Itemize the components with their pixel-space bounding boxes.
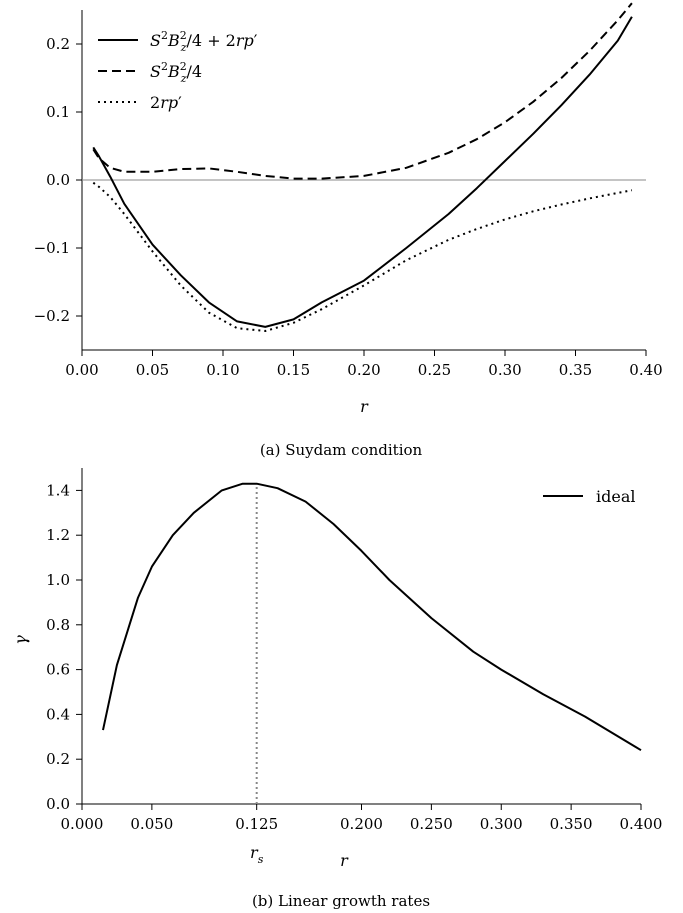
panel-a-y-tick-label: −0.2 — [34, 307, 70, 325]
panel-a-x-tick-label: 0.10 — [206, 361, 239, 379]
panel-b-x-tick-label: 0.400 — [620, 815, 663, 833]
panel-a-series-line-dotted — [92, 181, 633, 332]
panel-a-y-tick-label: −0.1 — [34, 239, 70, 257]
panel-a-y-tick-label: 0.0 — [46, 171, 70, 189]
legend-label-dashed: S2B2 z/4 — [150, 60, 202, 85]
panel-b-y-tick-label: 0.4 — [46, 705, 70, 723]
panel-a-x-tick-label: 0.35 — [559, 361, 592, 379]
panel-a-x-tick-label: 0.20 — [347, 361, 380, 379]
panel-b-y-tick-label: 0.6 — [46, 661, 70, 679]
panel-a-legend: S2B2 z/4 + 2rp′ S2B2 z/4 2rp′ — [98, 29, 258, 112]
panel-b-y-tick-label: 0.2 — [46, 750, 70, 768]
panel-b-rs-label: rs — [250, 843, 264, 866]
panel-a-x-tick-label: 0.00 — [65, 361, 98, 379]
panel-b-caption: (b) Linear growth rates — [252, 892, 430, 910]
panel-a-x-tick-label: 0.30 — [488, 361, 521, 379]
panel-b-y-tick-label: 1.2 — [46, 526, 70, 544]
panel-a-series-line-solid — [92, 16, 633, 328]
panel-a-x-axis-label: r — [360, 397, 369, 416]
panel-b-x-tick-label: 0.000 — [61, 815, 104, 833]
panel-b-y-tick-label: 0.0 — [46, 795, 70, 813]
panel-a-x-tick-label: 0.15 — [277, 361, 310, 379]
legend-label-ideal: ideal — [596, 487, 635, 506]
panel-b-x-tick-label: 0.050 — [130, 815, 173, 833]
panel-a-x-tick-label: 0.25 — [418, 361, 451, 379]
panel-a-x-tick-label: 0.40 — [629, 361, 662, 379]
legend-label-combined: S2B2 z/4 + 2rp′ — [150, 29, 258, 54]
panel-b-x-tick-label: 0.350 — [550, 815, 593, 833]
panel-a-series-line-dashed — [92, 2, 633, 180]
panel-a-suydam-condition: 0.00 0.05 0.10 0.15 0.20 0.25 0.30 0.35 0.40 −0.… — [34, 2, 663, 459]
panel-b-x-axis-label: r — [340, 851, 349, 870]
panel-b-x-tick-label: 0.125 — [235, 815, 278, 833]
panel-b-series-line-ideal — [102, 482, 642, 752]
panel-b-x-tick-label: 0.300 — [480, 815, 523, 833]
panel-b-y-tick-label: 1.4 — [46, 481, 70, 499]
panel-b-x-tick-label: 0.250 — [410, 815, 453, 833]
panel-b-x-tick-label: 0.200 — [340, 815, 383, 833]
panel-a-caption: (a) Suydam condition — [260, 441, 423, 459]
panel-b-y-tick-label: 1.0 — [46, 571, 70, 589]
panel-b-legend: ideal — [543, 487, 635, 506]
panel-a-y-tick-label: 0.2 — [46, 35, 70, 53]
legend-label-dotted: 2rp′ — [150, 93, 182, 112]
panel-b-linear-growth-rates: 0.000 0.050 0.125 0.200 0.250 0.300 0.350 0.400… — [11, 468, 662, 910]
panel-a-y-tick-label: 0.1 — [46, 103, 70, 121]
panel-b-y-tick-label: 0.8 — [46, 616, 70, 634]
panel-b-y-axis-label: γ — [11, 635, 30, 645]
panel-a-x-tick-label: 0.05 — [136, 361, 169, 379]
